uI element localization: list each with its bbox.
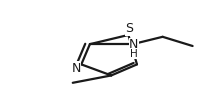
Text: S: S <box>125 22 134 36</box>
Text: H: H <box>130 49 138 59</box>
Text: N: N <box>129 38 138 51</box>
Text: N: N <box>71 62 81 75</box>
